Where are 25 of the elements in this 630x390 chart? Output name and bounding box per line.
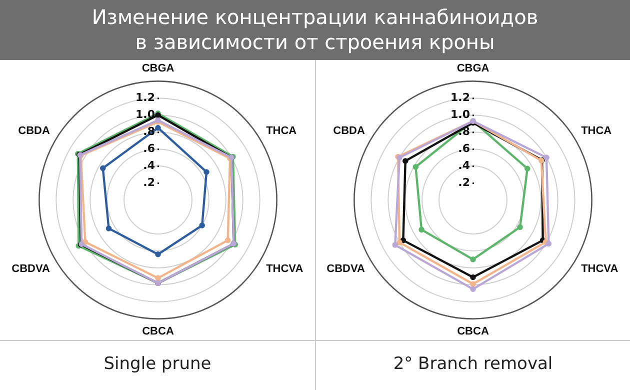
y-tick-label: .6: [458, 142, 470, 155]
spoke-label: THCA: [266, 125, 296, 138]
spoke-label: CBDA: [18, 125, 50, 138]
y-tick-label: 1.2: [450, 91, 470, 104]
spoke-label: CBGA: [456, 62, 490, 75]
text: Single prune: [0, 340, 315, 390]
y-tick-label: .2: [458, 176, 470, 189]
spoke-label: THCA: [581, 125, 612, 138]
y-tick-label: 1.0: [450, 108, 470, 121]
spoke-label: THCVA: [581, 263, 618, 276]
text: 2° Branch removal: [316, 340, 630, 390]
y-tick-label: 1.2: [135, 91, 154, 104]
spoke-label: CBCA: [142, 325, 174, 338]
spoke-label: THCVA: [266, 263, 303, 276]
chart-title: Изменение концентрации каннабиноидов в зависимости от строения кроны: [0, 0, 630, 60]
spoke-label: CBDVA: [326, 263, 365, 276]
y-tick-label: .4: [458, 158, 470, 172]
y-tick-label: .6: [142, 142, 155, 155]
spoke-label: CBCA: [457, 325, 489, 338]
y-tick-label: 1.0: [135, 108, 155, 121]
spoke-label: CBDA: [333, 125, 365, 138]
y-tick-label: .4: [142, 158, 155, 172]
spoke-label: CBGA: [141, 62, 174, 75]
y-tick-label: .2: [142, 176, 154, 189]
spoke-label: CBDVA: [11, 263, 50, 276]
